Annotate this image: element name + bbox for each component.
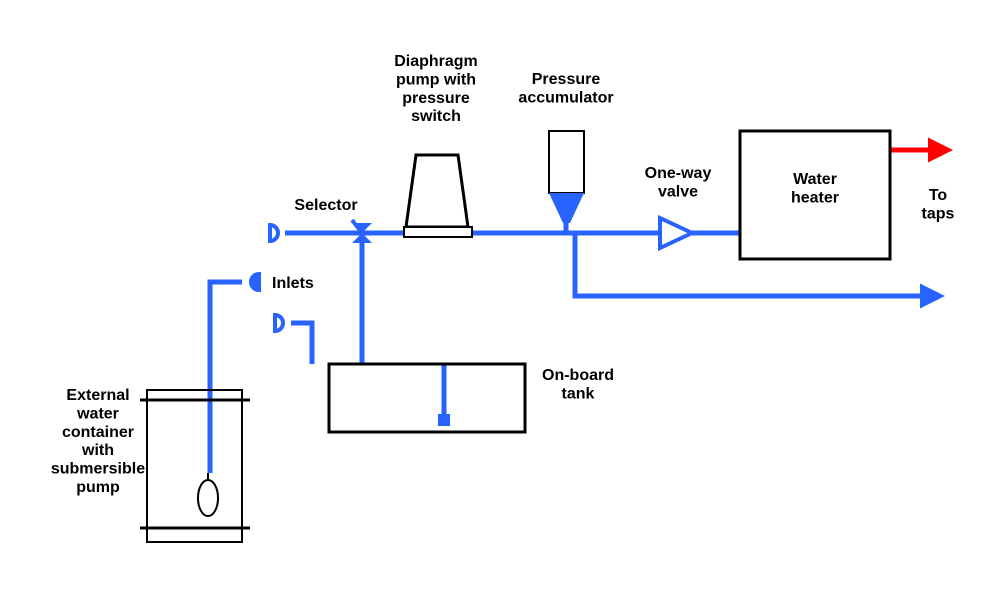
diaphragm-pump-base — [404, 227, 472, 237]
pressure-accumulator-funnel-icon — [549, 193, 584, 223]
pipe-inlet-bot-to-tank — [291, 323, 312, 364]
pressure-accumulator — [549, 131, 584, 193]
submersible-pump-icon — [198, 480, 218, 516]
pipe-inlet-mid-to-container — [210, 282, 242, 473]
external-container — [147, 390, 242, 542]
label-one-way-valve: One-wayvalve — [645, 165, 712, 200]
water-system-diagram: Diaphragmpump withpressureswitch Pressure… — [0, 0, 1000, 592]
inlet-connector-top — [270, 225, 278, 241]
label-to-taps: Totaps — [922, 187, 955, 222]
inlet-connector-bottom — [275, 315, 283, 331]
diaphragm-pump — [406, 155, 468, 227]
labels-layer: Diaphragmpump withpressureswitch Pressure… — [51, 53, 955, 496]
tank-inlet-nub-icon — [438, 414, 450, 426]
components-layer — [140, 131, 890, 542]
label-diaphragm-pump: Diaphragmpump withpressureswitch — [394, 53, 478, 125]
label-inlets: Inlets — [272, 275, 314, 292]
onboard-tank — [329, 364, 525, 432]
one-way-valve-icon — [660, 218, 692, 248]
inlet-connector-middle — [251, 274, 259, 290]
label-pressure-accumulator: Pressureaccumulator — [518, 71, 613, 106]
label-external-container: Externalwatercontainerwithsubmersiblepum… — [51, 387, 145, 496]
label-water-heater: Waterheater — [791, 171, 839, 206]
label-onboard-tank: On-boardtank — [542, 367, 614, 402]
label-selector: Selector — [294, 197, 357, 214]
